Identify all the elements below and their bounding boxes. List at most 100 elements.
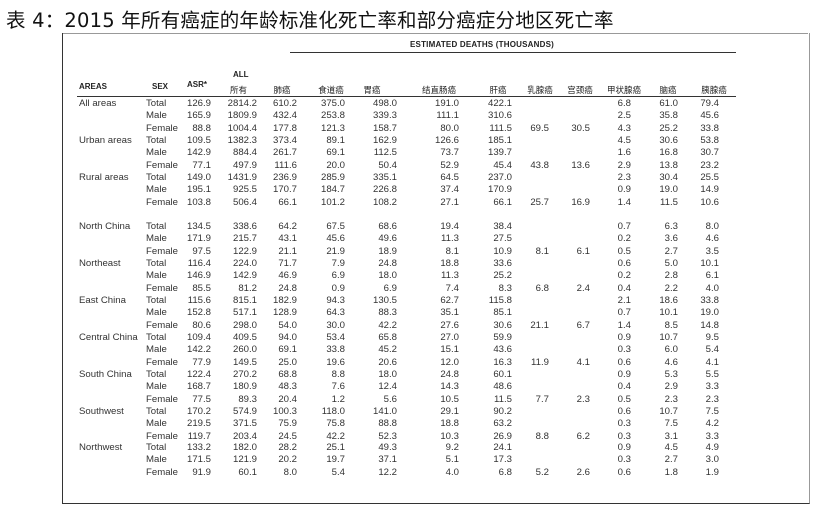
table-cell: 18.9: [378, 245, 397, 257]
table-cell: 116.4: [187, 258, 211, 269]
header-cancer-3: 结直肠癌: [421, 85, 456, 95]
table-cell: 79.4: [700, 98, 719, 109]
table-cell: 21.9: [326, 245, 345, 257]
table-cell: 59.9: [493, 332, 512, 343]
table-cell: 89.3: [238, 393, 257, 405]
sex-label: Total: [146, 442, 167, 453]
table-cell: 37.1: [378, 454, 397, 466]
table-cell: 4.1: [576, 356, 590, 368]
table-cell: 24.8: [440, 369, 459, 380]
table-cell: 48.3: [278, 381, 297, 393]
table-cell: 171.5: [186, 454, 211, 466]
table-cell: 8.1: [445, 245, 459, 257]
table-cell: 7.4: [445, 282, 459, 294]
table-cell: 60.1: [493, 369, 512, 380]
table-cell: 49.3: [378, 442, 397, 453]
table-cell: 26.9: [493, 430, 512, 442]
table-cell: 8.0: [283, 466, 297, 478]
table-cell: 19.0: [700, 307, 719, 319]
table-cell: 20.6: [378, 356, 397, 368]
table-cell: 6.3: [664, 221, 678, 232]
area-label: Urban areas: [79, 135, 132, 146]
sex-label: Total: [146, 135, 167, 146]
table-cell: 0.4: [617, 282, 631, 294]
header-asr: ASR*: [187, 80, 208, 89]
table-cell: 6.1: [705, 270, 719, 282]
table-cell: 6.1: [576, 245, 590, 257]
sex-label: Total: [146, 369, 167, 380]
table-cell: 7.5: [664, 418, 678, 430]
table-cell: 18.0: [378, 270, 397, 282]
table-cell: 25.7: [530, 196, 549, 208]
table-cell: 0.6: [617, 356, 631, 368]
table-cell: 0.4: [617, 381, 631, 393]
table-cell: 8.0: [705, 221, 719, 232]
table-cell: 130.5: [372, 295, 397, 306]
area-label: Central China: [79, 332, 138, 343]
table-cell: 0.3: [617, 454, 631, 466]
table-cell: 224.0: [232, 258, 257, 269]
table-cell: 422.1: [487, 98, 512, 109]
table-cell: 35.1: [440, 307, 459, 319]
table-cell: 0.2: [617, 233, 631, 245]
table-cell: 182.9: [272, 295, 297, 306]
table-cell: 0.9: [617, 332, 631, 343]
table-cell: 1.4: [617, 319, 631, 331]
table-cell: 8.1: [535, 245, 549, 257]
table-cell: 63.2: [493, 418, 512, 430]
table-cell: 141.0: [372, 406, 397, 417]
table-cell: 62.7: [440, 295, 459, 306]
table-cell: 94.3: [326, 295, 345, 306]
table-cell: 25.2: [659, 122, 678, 134]
table-cell: 121.9: [232, 454, 257, 466]
table-cell: 53.8: [700, 135, 719, 146]
table-cell: 6.0: [664, 344, 678, 356]
table-cell: 0.9: [617, 369, 631, 380]
table-cell: 1.2: [331, 393, 345, 405]
table-cell: 43.8: [530, 159, 549, 171]
table-cell: 27.1: [440, 196, 459, 208]
table-cell: 253.8: [320, 110, 345, 122]
table-cell: 1.8: [664, 466, 678, 478]
table-cell: 64.2: [278, 221, 297, 232]
header-cancer-4: 肝癌: [489, 85, 507, 95]
table-cell: 25.0: [278, 356, 297, 368]
table-cell: 432.4: [272, 110, 297, 122]
table-cell: 270.2: [232, 369, 257, 380]
table-cell: 373.4: [272, 135, 297, 146]
table-cell: 12.4: [378, 381, 397, 393]
table-cell: 1382.3: [227, 135, 257, 146]
table-cell: 69.5: [530, 122, 549, 134]
table-cell: 38.4: [493, 221, 512, 232]
table-cell: 50.4: [378, 159, 397, 171]
table-cell: 14.8: [700, 319, 719, 331]
table-cell: 11.3: [441, 270, 459, 282]
table-cell: 158.7: [372, 122, 397, 134]
table-cell: 3.3: [705, 381, 719, 393]
sex-label: Total: [146, 258, 167, 269]
table-cell: 149.0: [186, 172, 211, 183]
sex-label: Female: [146, 196, 178, 208]
table-cell: 19.6: [326, 356, 345, 368]
table-cell: 134.5: [186, 221, 211, 232]
table-cell: 6.2: [576, 430, 590, 442]
table-cell: 7.5: [705, 406, 719, 417]
table-cell: 195.1: [186, 184, 211, 196]
table-cell: 45.6: [700, 110, 719, 122]
table-cell: 0.3: [617, 344, 631, 356]
table-cell: 142.2: [186, 344, 211, 356]
table-cell: 10.5: [440, 393, 459, 405]
table-cell: 75.9: [278, 418, 297, 430]
table-cell: 1431.9: [227, 172, 257, 183]
table-cell: 11.5: [494, 393, 512, 405]
table-cell: 5.2: [535, 466, 549, 478]
table-cell: 88.3: [378, 307, 397, 319]
table-cell: 122.9: [232, 245, 257, 257]
table-cell: 8.5: [664, 319, 678, 331]
table-cell: 6.7: [576, 319, 590, 331]
sex-label: Male: [146, 344, 167, 356]
table-cell: 191.0: [434, 98, 459, 109]
table-cell: 118.0: [321, 406, 345, 417]
table-cell: 19.7: [326, 454, 345, 466]
table-cell: 61.0: [659, 98, 678, 109]
